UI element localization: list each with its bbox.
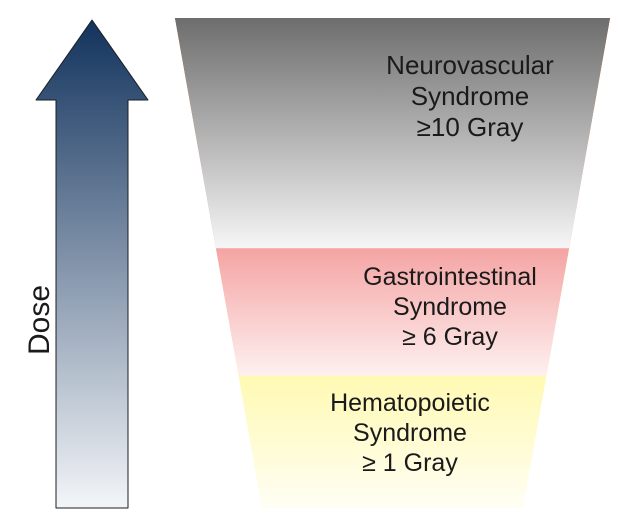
- label-gastrointestinal-line1: Gastrointestinal: [330, 262, 570, 292]
- label-hematopoietic-line2: Syndrome: [300, 418, 520, 448]
- label-hematopoietic-threshold: ≥ 1 Gray: [300, 448, 520, 478]
- dose-axis-label: Dose: [23, 285, 57, 355]
- label-neurovascular: NeurovascularSyndrome≥10 Gray: [350, 50, 590, 144]
- label-gastrointestinal-threshold: ≥ 6 Gray: [330, 322, 570, 352]
- label-hematopoietic-line1: Hematopoietic: [300, 388, 520, 418]
- dose-arrow: [36, 20, 148, 508]
- label-gastrointestinal-line2: Syndrome: [330, 292, 570, 322]
- label-neurovascular-line1: Neurovascular: [350, 50, 590, 81]
- label-gastrointestinal: GastrointestinalSyndrome≥ 6 Gray: [330, 262, 570, 352]
- label-neurovascular-line2: Syndrome: [350, 81, 590, 112]
- label-hematopoietic: HematopoieticSyndrome≥ 1 Gray: [300, 388, 520, 478]
- label-neurovascular-threshold: ≥10 Gray: [350, 112, 590, 143]
- diagram-canvas: Dose NeurovascularSyndrome≥10 GrayGastro…: [0, 0, 624, 526]
